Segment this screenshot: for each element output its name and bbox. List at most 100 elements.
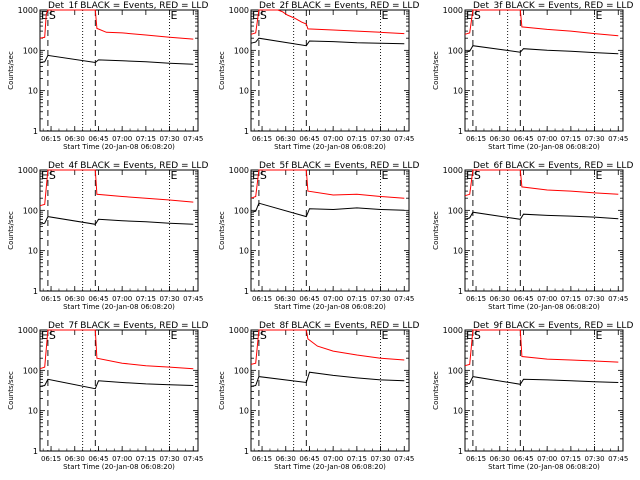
chart-panel-9: Det_9f BLACK = Events, RED = LLD 1 10 100 10…: [432, 321, 633, 471]
x-tick-label: 06:30: [65, 455, 85, 463]
x-tick-label: 06:45: [299, 455, 319, 463]
x-tick-label: 06:45: [299, 135, 319, 143]
series-line-events: [464, 376, 619, 385]
marker-label: S: [260, 9, 267, 22]
series-line-lld: [250, 169, 405, 199]
chart-title: Det_4f BLACK = Events, RED = LLD: [48, 161, 208, 171]
x-tick-label: 06:30: [276, 455, 296, 463]
series-line-lld: [39, 329, 194, 370]
marker-label: S: [49, 329, 56, 342]
x-tick-label: 07:00: [323, 295, 343, 303]
chart-panel-5: Det_5f BLACK = Events, RED = LLD 1 10 100 10…: [218, 161, 419, 311]
chart-panel-2: Det_2f BLACK = Events, RED = LLD 1 10 100 10…: [218, 1, 419, 151]
x-tick-label: 07:00: [537, 455, 557, 463]
x-tick-label: 07:30: [159, 455, 179, 463]
x-tick-label: 07:45: [608, 295, 628, 303]
plot-frame: [464, 169, 624, 292]
x-tick-label: 06:15: [41, 135, 61, 143]
x-tick-label: 07:30: [370, 455, 390, 463]
y-tick-label: 1000: [229, 6, 249, 15]
marker-label: E: [41, 9, 48, 22]
marker-label: S: [474, 9, 481, 22]
x-axis-label: Start Time (20-Jan-08 06:08:20): [488, 463, 600, 471]
x-tick-label: 07:45: [183, 135, 203, 143]
series-line-events: [39, 216, 194, 225]
y-axis-label: Counts/sec: [218, 211, 226, 250]
chart-panel-6: Det_6f BLACK = Events, RED = LLD 1 10 100 10…: [432, 161, 633, 311]
chart-panel-8: Det_8f BLACK = Events, RED = LLD 1 10 100 10…: [218, 321, 419, 471]
y-axis-label: Counts/sec: [7, 211, 15, 250]
x-tick-label: 07:30: [370, 295, 390, 303]
y-tick-label: 1: [458, 287, 463, 296]
marker-label: S: [474, 169, 481, 182]
marker-label: E: [596, 329, 603, 342]
y-tick-label: 1000: [443, 326, 463, 335]
chart-panel-4: Det_4f BLACK = Events, RED = LLD 1 10 100 10…: [7, 161, 208, 311]
plot-frame: [250, 9, 410, 132]
x-tick-label: 07:45: [608, 455, 628, 463]
x-tick-label: 06:30: [276, 135, 296, 143]
y-tick-label: 100: [23, 206, 38, 215]
x-tick-label: 07:30: [584, 135, 604, 143]
x-tick-label: 07:00: [537, 135, 557, 143]
y-axis-label: Counts/sec: [432, 51, 440, 90]
plot-frame: [39, 169, 199, 292]
marker-label: E: [596, 9, 603, 22]
x-tick-label: 06:15: [252, 135, 272, 143]
marker-label: E: [252, 9, 259, 22]
chart-title: Det_5f BLACK = Events, RED = LLD: [259, 161, 419, 171]
x-tick-label: 07:30: [159, 135, 179, 143]
marker-label: S: [260, 169, 267, 182]
series-line-lld: [464, 329, 619, 367]
y-tick-label: 1: [33, 287, 38, 296]
y-tick-label: 1: [244, 287, 249, 296]
x-tick-label: 07:30: [370, 135, 390, 143]
x-tick-label: 06:45: [299, 295, 319, 303]
marker-label: E: [171, 169, 178, 182]
y-tick-label: 10: [239, 407, 249, 416]
marker-label: E: [466, 169, 473, 182]
marker-label: E: [466, 329, 473, 342]
x-axis-label: Start Time (20-Jan-08 06:08:20): [63, 463, 175, 471]
x-tick-label: 06:45: [88, 135, 108, 143]
x-tick-label: 07:45: [394, 135, 414, 143]
x-tick-label: 07:00: [323, 455, 343, 463]
x-tick-label: 07:45: [183, 455, 203, 463]
x-tick-label: 07:45: [394, 295, 414, 303]
y-tick-label: 10: [453, 247, 463, 256]
x-tick-label: 07:15: [347, 135, 367, 143]
chart-title: Det_3f BLACK = Events, RED = LLD: [473, 1, 633, 11]
series-line-lld: [39, 9, 194, 40]
x-tick-label: 07:00: [112, 455, 132, 463]
marker-label: E: [382, 9, 389, 22]
y-tick-label: 100: [448, 206, 463, 215]
plot-frame: [250, 329, 410, 452]
x-tick-label: 07:30: [584, 455, 604, 463]
y-tick-label: 1000: [229, 166, 249, 175]
y-tick-label: 100: [23, 46, 38, 55]
chart-title: Det_9f BLACK = Events, RED = LLD: [473, 321, 633, 331]
series-line-lld: [250, 9, 405, 35]
x-tick-label: 07:15: [561, 135, 581, 143]
plot-frame: [464, 9, 624, 132]
x-tick-label: 07:45: [183, 295, 203, 303]
y-tick-label: 1000: [229, 326, 249, 335]
x-axis-label: Start Time (20-Jan-08 06:08:20): [488, 303, 600, 311]
x-tick-label: 06:30: [65, 295, 85, 303]
x-tick-label: 06:45: [513, 295, 533, 303]
series-line-events: [464, 45, 619, 55]
marker-label: E: [382, 169, 389, 182]
x-tick-label: 07:15: [136, 295, 156, 303]
marker-label: E: [382, 329, 389, 342]
x-tick-label: 07:15: [136, 455, 156, 463]
marker-label: E: [41, 169, 48, 182]
x-tick-label: 07:15: [347, 295, 367, 303]
x-tick-label: 06:30: [276, 295, 296, 303]
x-tick-label: 07:15: [136, 135, 156, 143]
y-tick-label: 1000: [18, 6, 38, 15]
chart-title: Det_6f BLACK = Events, RED = LLD: [473, 161, 633, 171]
y-tick-label: 100: [234, 206, 249, 215]
y-tick-label: 1000: [443, 166, 463, 175]
y-tick-label: 1: [33, 127, 38, 136]
